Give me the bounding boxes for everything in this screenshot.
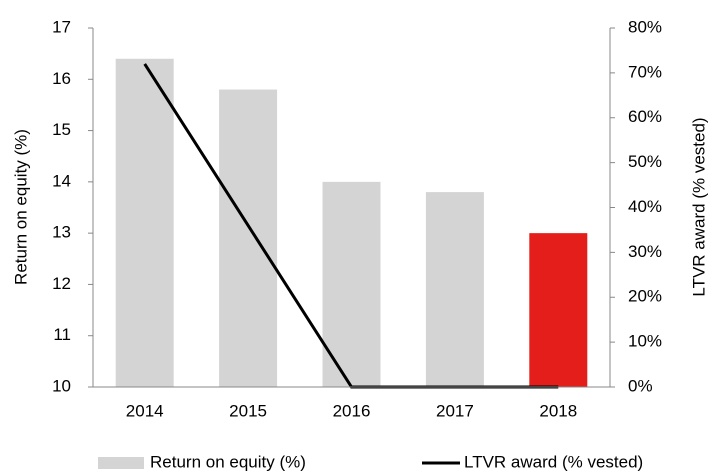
x-tick-label: 2017 xyxy=(436,401,474,420)
bar xyxy=(529,233,588,387)
y2-tick-label: 80% xyxy=(628,17,662,36)
y2-tick-label: 20% xyxy=(628,287,662,306)
bar xyxy=(219,89,278,388)
y-tick-label: 16 xyxy=(52,69,71,88)
legend-label: LTVR award (% vested) xyxy=(464,452,643,471)
y2-tick-label: 70% xyxy=(628,62,662,81)
y2-tick-label: 60% xyxy=(628,107,662,126)
y2-tick-label: 10% xyxy=(628,332,662,351)
y-axis-label: Return on equity (%) xyxy=(11,129,30,285)
bar xyxy=(425,192,484,387)
y2-tick-label: 50% xyxy=(628,152,662,171)
y-tick-label: 17 xyxy=(52,17,71,36)
y-tick-label: 14 xyxy=(52,171,71,190)
x-tick-label: 2018 xyxy=(539,401,577,420)
bar xyxy=(115,58,174,388)
y2-tick-label: 0% xyxy=(628,376,653,395)
legend-swatch xyxy=(98,457,144,469)
y-tick-label: 10 xyxy=(52,376,71,395)
x-tick-label: 2015 xyxy=(229,401,267,420)
y-tick-label: 15 xyxy=(52,120,71,139)
y2-tick-label: 40% xyxy=(628,197,662,216)
y-tick-label: 11 xyxy=(53,325,71,344)
y2-tick-label: 30% xyxy=(628,242,662,261)
y-tick-label: 13 xyxy=(52,223,71,242)
x-tick-label: 2014 xyxy=(126,401,164,420)
bar xyxy=(322,181,381,387)
y-tick-label: 12 xyxy=(52,274,71,293)
y2-axis-label: LTVR award (% vested) xyxy=(689,117,708,296)
legend-label: Return on equity (%) xyxy=(150,452,306,471)
x-tick-label: 2016 xyxy=(333,401,371,420)
